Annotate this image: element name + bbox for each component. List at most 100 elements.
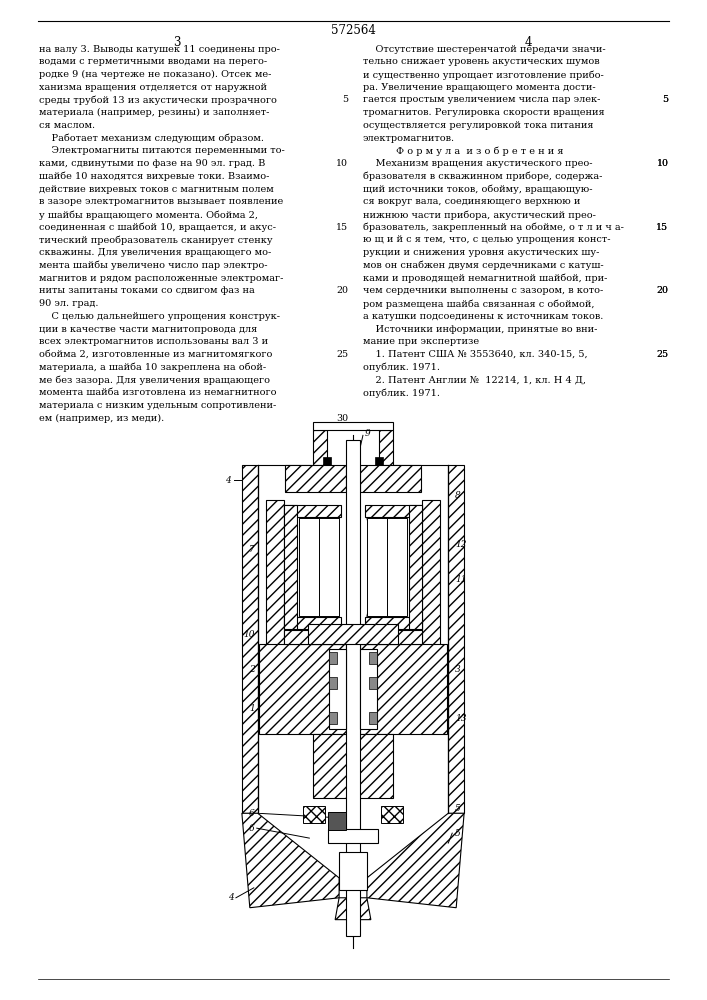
Text: ром размещена шайба связанная с обоймой,: ром размещена шайба связанная с обоймой, (363, 299, 595, 309)
Text: ся вокруг вала, соединяющего верхнюю и: ся вокруг вала, соединяющего верхнюю и (363, 197, 580, 206)
Text: 2. Патент Англии №  12214, 1, кл. Н 4 Д,: 2. Патент Англии № 12214, 1, кл. Н 4 Д, (363, 375, 586, 384)
Bar (329, 652, 337, 664)
Text: 20: 20 (336, 286, 348, 295)
Text: бразователя в скважинном приборе, содержа-: бразователя в скважинном приборе, содерж… (363, 172, 602, 181)
Text: 1: 1 (249, 704, 255, 713)
Bar (328, 829, 378, 843)
Text: гается простым увеличением числа пар элек-: гается простым увеличением числа пар эле… (363, 95, 600, 104)
Polygon shape (284, 465, 421, 492)
Polygon shape (365, 617, 423, 629)
Polygon shape (381, 806, 402, 823)
Polygon shape (409, 505, 423, 629)
Text: 20: 20 (657, 286, 669, 295)
Text: ниты запитаны токами со сдвигом фаз на: ниты запитаны токами со сдвигом фаз на (40, 286, 255, 295)
Text: 8: 8 (455, 491, 461, 500)
Text: материала, а шайба 10 закреплена на обой-: материала, а шайба 10 закреплена на обой… (40, 363, 267, 372)
Polygon shape (323, 457, 331, 465)
Text: мента шайбы увеличено число пар электро-: мента шайбы увеличено число пар электро- (40, 261, 268, 270)
Polygon shape (367, 813, 464, 908)
Text: 15: 15 (656, 223, 669, 232)
Text: осуществляется регулировкой тока питания: осуществляется регулировкой тока питания (363, 121, 593, 130)
Text: 5: 5 (455, 829, 461, 838)
Text: ками, сдвинутыми по фазе на 90 эл. град. В: ками, сдвинутыми по фазе на 90 эл. град.… (40, 159, 266, 168)
Text: ра. Увеличение вращающего момента дости-: ра. Увеличение вращающего момента дости- (363, 83, 595, 92)
Polygon shape (266, 500, 284, 709)
Text: обойма 2, изготовленные из магнитомягкого: обойма 2, изготовленные из магнитомягког… (40, 350, 273, 359)
Bar (346, 465, 360, 492)
Polygon shape (365, 505, 423, 517)
Text: на валу 3. Выводы катушек 11 соединены про-: на валу 3. Выводы катушек 11 соединены п… (40, 45, 281, 54)
Text: 10: 10 (336, 159, 348, 168)
Text: 12: 12 (455, 540, 467, 549)
Text: 5: 5 (662, 95, 669, 104)
Text: 7: 7 (249, 545, 255, 554)
Text: 13: 13 (455, 714, 467, 723)
Text: Электромагниты питаются переменными то-: Электромагниты питаются переменными то- (40, 146, 285, 155)
Polygon shape (448, 465, 464, 813)
Polygon shape (259, 644, 346, 734)
Text: опублик. 1971.: опублик. 1971. (363, 388, 440, 398)
Text: ем (например, из меди).: ем (например, из меди). (40, 414, 165, 423)
Text: и существенно упрощает изготовление прибо-: и существенно упрощает изготовление приб… (363, 70, 604, 80)
Text: водами с герметичными вводами на перего-: водами с герметичными вводами на перего- (40, 57, 268, 66)
Text: 30: 30 (336, 414, 348, 423)
Text: 3: 3 (455, 665, 461, 674)
Bar (339, 852, 367, 890)
Text: ю щ и й с я тем, что, с целью упрощения конст-: ю щ и й с я тем, что, с целью упрощения … (363, 235, 610, 244)
Text: 25: 25 (656, 350, 669, 359)
Text: 9: 9 (365, 429, 370, 438)
Polygon shape (360, 649, 377, 729)
Polygon shape (313, 430, 327, 465)
Text: магнитов и рядом расположенные электромаг-: магнитов и рядом расположенные электрома… (40, 274, 284, 283)
Text: в зазоре электромагнитов вызывает появление: в зазоре электромагнитов вызывает появле… (40, 197, 284, 206)
Text: материала с низким удельным сопротивлени-: материала с низким удельным сопротивлени… (40, 401, 276, 410)
Text: ханизма вращения отделяется от наружной: ханизма вращения отделяется от наружной (40, 83, 267, 92)
Text: 10: 10 (657, 159, 669, 168)
Polygon shape (303, 806, 325, 823)
Text: 6: 6 (249, 824, 255, 833)
Text: 15: 15 (656, 223, 669, 232)
Bar (328, 812, 346, 830)
Text: соединенная с шайбой 10, вращается, и акус-: соединенная с шайбой 10, вращается, и ак… (40, 223, 276, 232)
Polygon shape (362, 630, 423, 644)
Text: Источники информации, принятые во вни-: Источники информации, принятые во вни- (363, 325, 597, 334)
Text: 4: 4 (228, 893, 234, 902)
Polygon shape (375, 457, 382, 465)
Text: 1. Патент США № 3553640, кл. 340-15, 5,: 1. Патент США № 3553640, кл. 340-15, 5, (363, 350, 588, 359)
Polygon shape (313, 734, 392, 798)
Text: тельно снижает уровень акустических шумов: тельно снижает уровень акустических шумо… (363, 57, 600, 66)
Text: действие вихревых токов с магнитным полем: действие вихревых токов с магнитным поле… (40, 185, 274, 194)
Text: 4: 4 (525, 36, 532, 49)
Polygon shape (329, 649, 346, 729)
Text: Ф о р м у л а  и з о б р е т е н и я: Ф о р м у л а и з о б р е т е н и я (368, 146, 563, 156)
Polygon shape (300, 518, 320, 616)
Bar (258, 465, 448, 813)
Polygon shape (284, 505, 298, 629)
Bar (369, 712, 377, 724)
Text: щий источники токов, обойму, вращающую-: щий источники токов, обойму, вращающую- (363, 185, 592, 194)
Text: родке 9 (на чертеже не показано). Отсек ме-: родке 9 (на чертеже не показано). Отсек … (40, 70, 272, 79)
Polygon shape (367, 518, 387, 616)
Text: мание при экспертизе: мание при экспертизе (363, 337, 479, 346)
Text: 10: 10 (657, 159, 669, 168)
Text: Работает механизм следующим образом.: Работает механизм следующим образом. (40, 134, 264, 143)
Bar (369, 652, 377, 664)
Bar (313, 422, 392, 430)
Text: бразователь, закрепленный на обойме, о т л и ч а-: бразователь, закрепленный на обойме, о т… (363, 223, 624, 232)
Text: материала (например, резины) и заполняет-: материала (например, резины) и заполняет… (40, 108, 270, 117)
Text: всех электромагнитов использованы вал 3 и: всех электромагнитов использованы вал 3 … (40, 337, 269, 346)
Text: 20: 20 (657, 286, 669, 295)
Bar (329, 712, 337, 724)
Text: 5: 5 (662, 95, 669, 104)
Polygon shape (284, 630, 344, 644)
Text: ся маслом.: ся маслом. (40, 121, 95, 130)
Bar (369, 677, 377, 689)
Text: а катушки подсоединены к источникам токов.: а катушки подсоединены к источникам токо… (363, 312, 603, 321)
Text: Механизм вращения акустического прео-: Механизм вращения акустического прео- (363, 159, 592, 168)
Polygon shape (320, 518, 339, 616)
Text: С целью дальнейшего упрощения конструк-: С целью дальнейшего упрощения конструк- (40, 312, 281, 321)
Text: нижнюю части прибора, акустический прео-: нижнюю части прибора, акустический прео- (363, 210, 596, 220)
Text: 5: 5 (455, 804, 461, 813)
Text: 4: 4 (226, 476, 231, 485)
Text: ции в качестве части магнитопровода для: ции в качестве части магнитопровода для (40, 325, 258, 334)
